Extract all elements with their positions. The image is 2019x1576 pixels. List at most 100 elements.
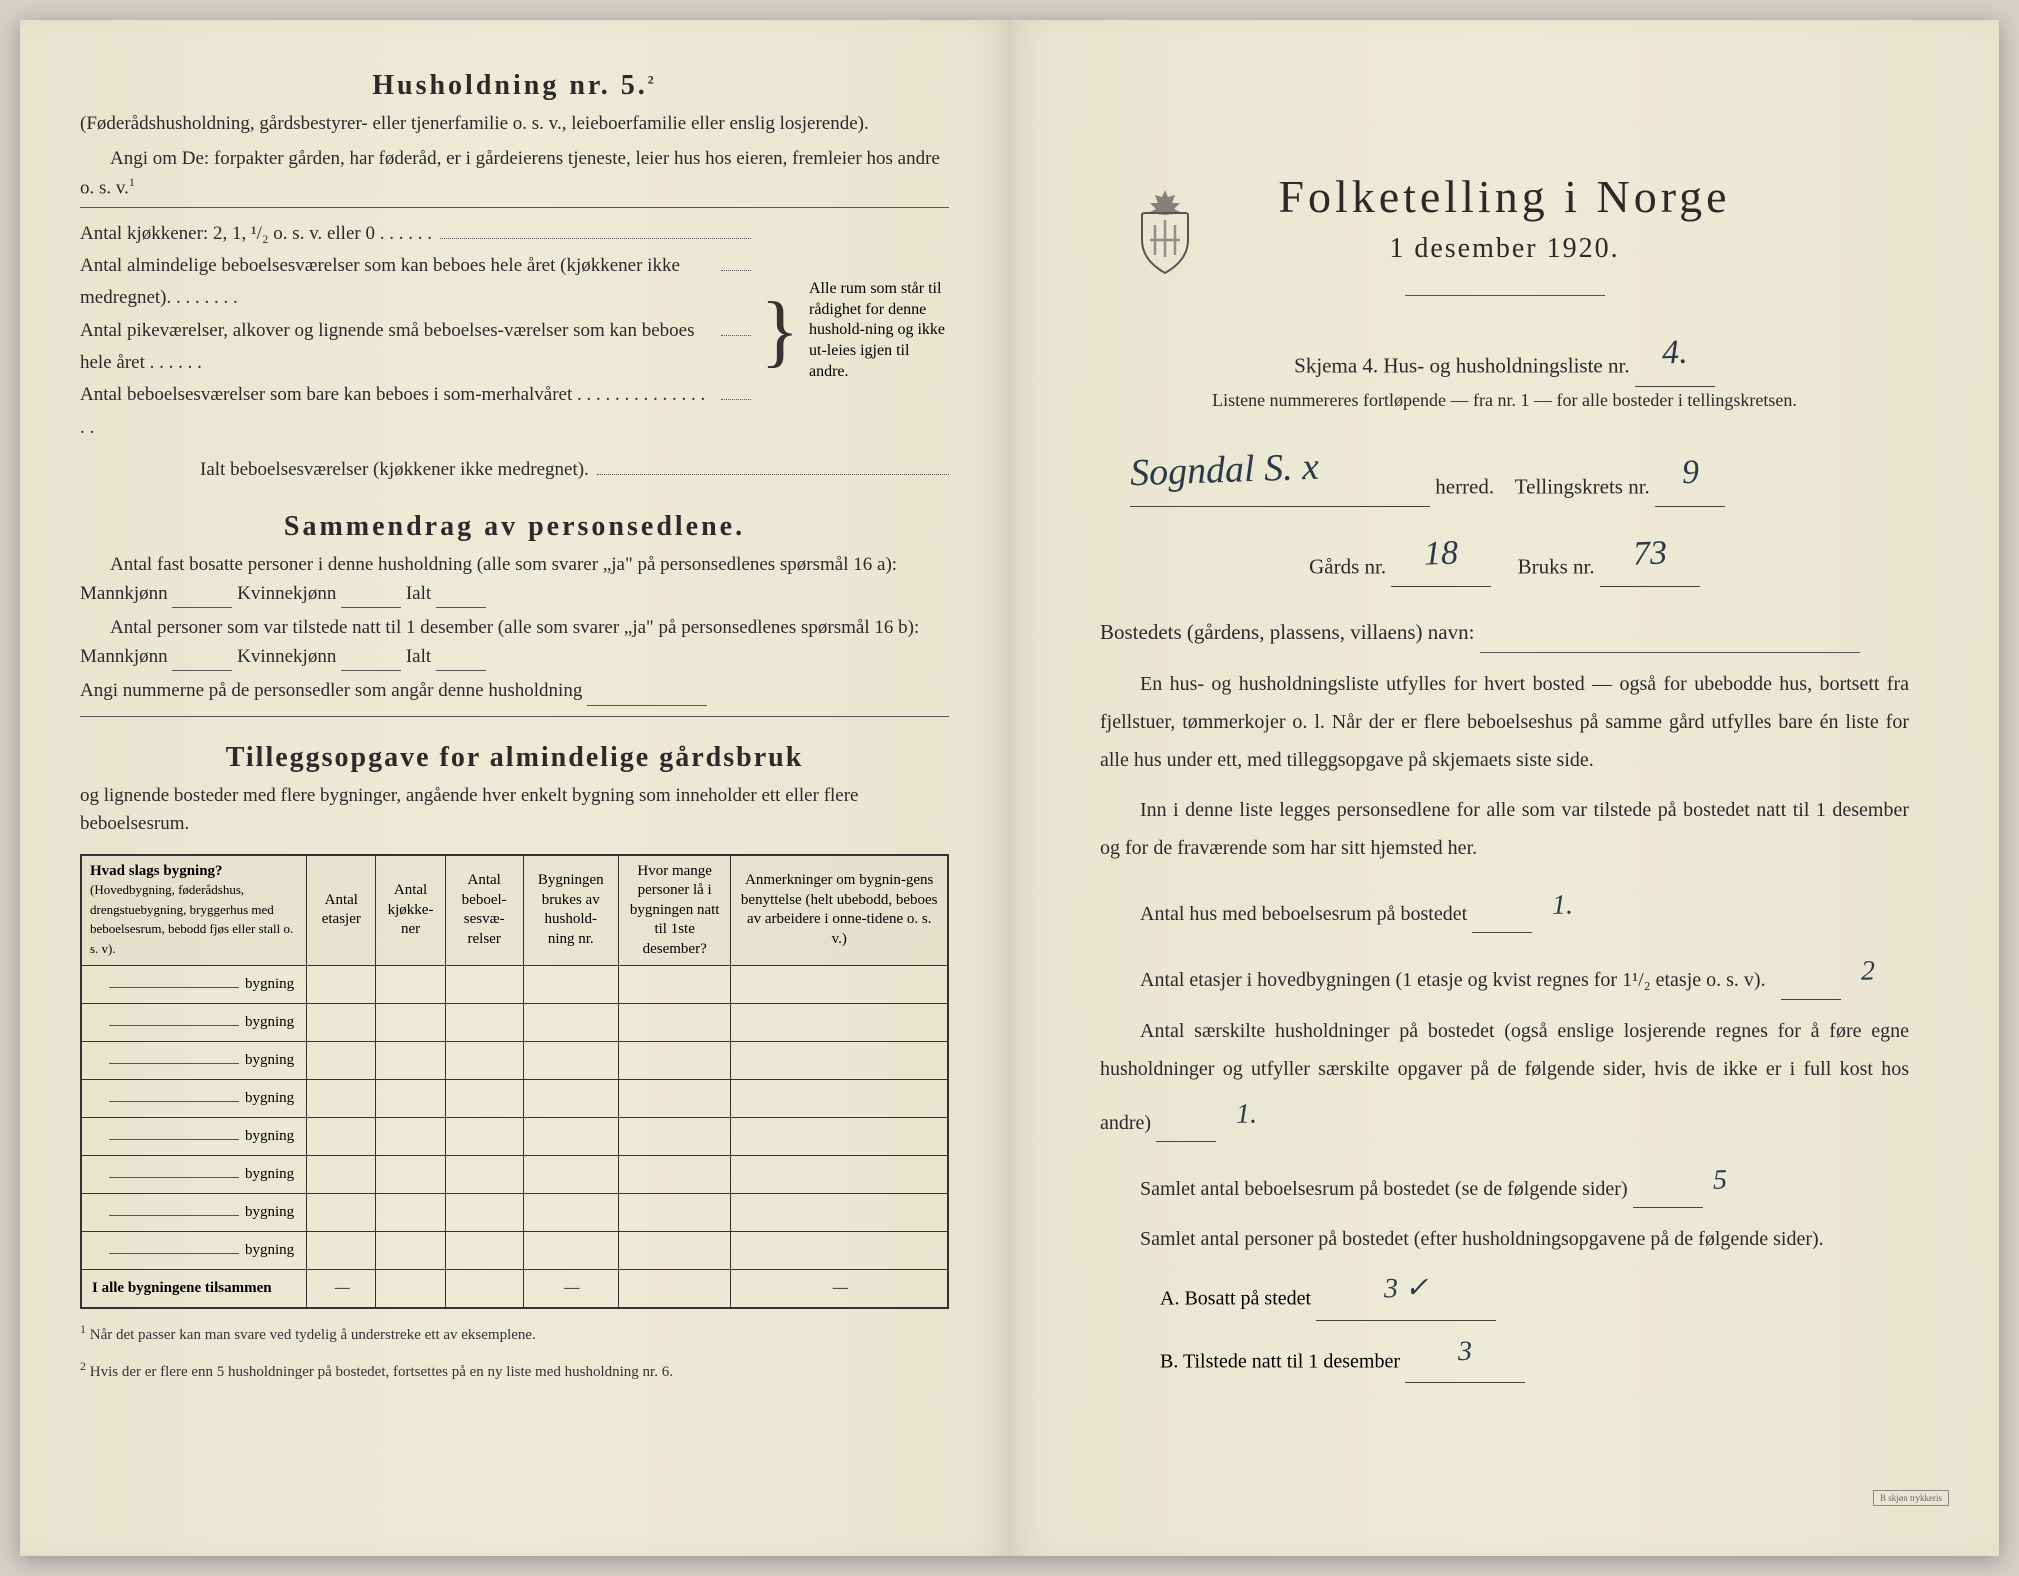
table-cell bbox=[618, 966, 731, 1004]
skjema-label: Skjema 4. Hus- og husholdningsliste nr. bbox=[1294, 354, 1629, 378]
table-cell bbox=[731, 1080, 948, 1118]
q5b-label: B. Tilstede natt til 1 desember bbox=[1160, 1350, 1400, 1372]
table-row: bygning bbox=[82, 1232, 948, 1270]
main-subtitle: 1 desember 1920. bbox=[1070, 233, 1939, 265]
household-intro: (Føderådshusholdning, gårdsbestyrer- ell… bbox=[80, 110, 949, 139]
ialt-line: Ialt beboelsesværelser (kjøkkener ikke m… bbox=[80, 454, 949, 486]
rooms-line-1: Antal almindelige beboelsesværelser som … bbox=[80, 250, 751, 315]
table-cell bbox=[445, 1042, 523, 1080]
table-row-label: bygning bbox=[82, 1118, 307, 1156]
table-cell bbox=[618, 1080, 731, 1118]
table-header-3: Antal kjøkke-ner bbox=[376, 855, 445, 966]
table-header-6: Hvor mange personer lå i bygningen natt … bbox=[618, 855, 731, 966]
right-body: Skjema 4. Hus- og husholdningsliste nr. … bbox=[1070, 321, 1939, 1383]
herred-label: herred. bbox=[1435, 474, 1494, 498]
household-title-sup: 2 bbox=[648, 73, 657, 87]
numbering-instruction: Listene nummereres fortløpende — fra nr.… bbox=[1100, 387, 1909, 414]
q2-label: Antal etasjer i hovedbygningen (1 etasje… bbox=[1140, 970, 1766, 992]
table-dash-3: — bbox=[731, 1270, 948, 1308]
ialt-label: Ialt beboelsesværelser (kjøkkener ikke m… bbox=[200, 454, 589, 486]
summary-line1b: Kvinnekjønn bbox=[237, 583, 336, 604]
divider-1 bbox=[1405, 295, 1605, 296]
summary-line3-text: Angi nummerne på de personsedler som ang… bbox=[80, 680, 582, 701]
q5a-line: A. Bosatt på stedet 3 ✓ bbox=[1100, 1258, 1909, 1321]
table-cell bbox=[618, 1118, 731, 1156]
rooms-label-1: Antal almindelige beboelsesværelser som … bbox=[80, 250, 713, 315]
table-header-row: Hvad slags bygning? (Hovedbygning, føder… bbox=[82, 855, 948, 966]
table-cell bbox=[445, 1194, 523, 1232]
kitchen-label: Antal kjøkkener: 2, 1, ¹/₂ o. s. v. elle… bbox=[80, 218, 432, 250]
table-cell bbox=[731, 1118, 948, 1156]
footnote-1: 1 Når det passer kan man svare ved tydel… bbox=[80, 1321, 949, 1346]
building-table-container: Hvad slags bygning? (Hovedbygning, føder… bbox=[80, 854, 949, 1310]
table-row-label: bygning bbox=[82, 1004, 307, 1042]
table-cell bbox=[523, 1232, 618, 1270]
table-row: bygning bbox=[82, 1194, 948, 1232]
table-cell bbox=[618, 1004, 731, 1042]
q4-line: Samlet antal beboelsesrum på bostedet (s… bbox=[1100, 1154, 1909, 1208]
table-cell bbox=[445, 1118, 523, 1156]
table-cell bbox=[523, 1118, 618, 1156]
summary-section-title: Sammendrag av personsedlene. bbox=[80, 511, 949, 543]
table-cell bbox=[731, 1004, 948, 1042]
table-cell bbox=[307, 1080, 376, 1118]
table-cell bbox=[376, 1042, 445, 1080]
kitchen-count-line: Antal kjøkkener: 2, 1, ¹/₂ o. s. v. elle… bbox=[80, 218, 751, 250]
summary-line2a: Antal personer som var tilstede natt til… bbox=[80, 617, 919, 667]
bracket-brace: } bbox=[751, 261, 809, 401]
tellingskrets-value: 9 bbox=[1680, 441, 1699, 506]
table-cell bbox=[307, 1156, 376, 1194]
herred-line: Sogndal S. x herred. Tellingskrets nr. 9 bbox=[1100, 434, 1909, 507]
bruks-label: Bruks nr. bbox=[1518, 554, 1595, 578]
herred-value: Sogndal S. x bbox=[1129, 430, 1320, 509]
table-dash-1: — bbox=[307, 1270, 376, 1308]
household-angi: Angi om De: forpakter gården, har føderå… bbox=[80, 145, 949, 208]
table-row: bygning bbox=[82, 1156, 948, 1194]
table-cell bbox=[376, 1232, 445, 1270]
q1-value: 1. bbox=[1512, 879, 1574, 933]
table-cell bbox=[445, 1080, 523, 1118]
table-dash-2: — bbox=[523, 1270, 618, 1308]
table-header-7: Anmerkninger om bygnin-gens benyttelse (… bbox=[731, 855, 948, 966]
table-cell bbox=[731, 1156, 948, 1194]
norway-crest-icon bbox=[1130, 185, 1200, 275]
rooms-line-2: Antal pikeværelser, alkover og lignende … bbox=[80, 315, 751, 380]
table-cell bbox=[445, 1004, 523, 1042]
right-header: Folketelling i Norge 1 desember 1920. bbox=[1070, 170, 1939, 296]
skjema-value: 4. bbox=[1661, 321, 1689, 386]
table-cell bbox=[445, 966, 523, 1004]
bracket-note: Alle rum som står til rådighet for denne… bbox=[809, 279, 949, 383]
table-row: bygning bbox=[82, 1004, 948, 1042]
table-row-label: bygning bbox=[82, 1042, 307, 1080]
table-row-label: bygning bbox=[82, 966, 307, 1004]
table-cell bbox=[523, 1080, 618, 1118]
q1-label: Antal hus med beboelsesrum på bostedet bbox=[1140, 903, 1467, 925]
table-cell bbox=[523, 1156, 618, 1194]
summary-line3: Angi nummerne på de personsedler som ang… bbox=[80, 677, 949, 706]
summary-line1c: Ialt bbox=[406, 583, 431, 604]
table-row-label: bygning bbox=[82, 1232, 307, 1270]
table-cell bbox=[376, 1004, 445, 1042]
q5a-value: 3 ✓ bbox=[1383, 1258, 1429, 1320]
main-title: Folketelling i Norge bbox=[1070, 170, 1939, 223]
table-cell bbox=[445, 1156, 523, 1194]
table-cell bbox=[731, 966, 948, 1004]
table-row-label: bygning bbox=[82, 1156, 307, 1194]
rooms-label-3: Antal beboelsesværelser som bare kan beb… bbox=[80, 379, 713, 444]
q2-line: Antal etasjer i hovedbygningen (1 etasje… bbox=[1100, 945, 1909, 999]
gards-line: Gårds nr. 18 Bruks nr. 73 bbox=[1100, 522, 1909, 588]
table-header-4: Antal beboel-sesvæ-relser bbox=[445, 855, 523, 966]
tillegg-section-title: Tilleggsopgave for almindelige gårdsbruk bbox=[80, 742, 949, 774]
q5b-value: 3 bbox=[1457, 1320, 1472, 1382]
q4-value: 5 bbox=[1672, 1153, 1727, 1207]
table-cell bbox=[523, 1194, 618, 1232]
table-cell bbox=[523, 1042, 618, 1080]
building-table: Hvad slags bygning? (Hovedbygning, føder… bbox=[81, 855, 948, 1309]
gards-label: Gårds nr. bbox=[1309, 554, 1386, 578]
summary-line2c: Ialt bbox=[406, 646, 431, 667]
gards-value: 18 bbox=[1423, 521, 1459, 587]
skjema-line: Skjema 4. Hus- og husholdningsliste nr. … bbox=[1100, 321, 1909, 387]
footnote-2: 2 Hvis der er flere enn 5 husholdninger … bbox=[80, 1358, 949, 1383]
bruks-value: 73 bbox=[1632, 521, 1668, 587]
table-cell bbox=[307, 1194, 376, 1232]
